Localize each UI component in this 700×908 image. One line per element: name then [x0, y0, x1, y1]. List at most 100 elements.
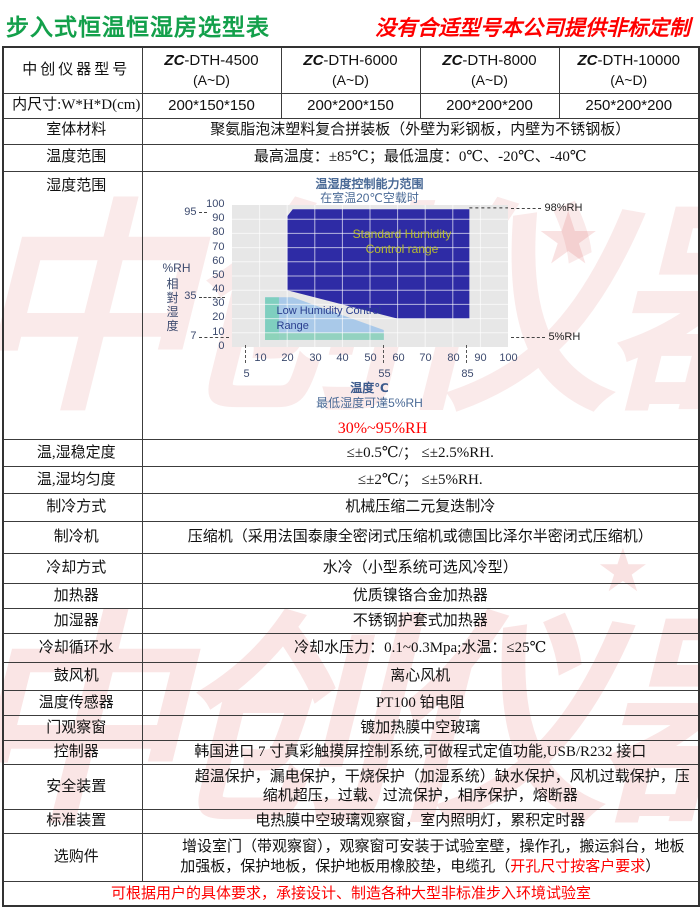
x-marker: 85	[461, 367, 474, 380]
row-label: 制冷方式	[2, 493, 143, 523]
y-tick: 40	[212, 282, 225, 295]
x-marker-dash	[465, 344, 467, 363]
model-cell: ZC-DTH-10000 (A~D)	[558, 46, 700, 94]
model-prefix: ZC	[442, 52, 463, 70]
model-prefix: ZC	[164, 52, 185, 70]
y-tick: 50	[212, 268, 225, 281]
row-value: 机械压缩二元复迭制冷	[141, 493, 700, 523]
y-tick: 10	[212, 325, 225, 338]
row-label: 冷却方式	[2, 553, 143, 585]
options-text: 增设室门（带观察窗），观察窗可安装于试验室壁，操作孔，搬运斜台，地板加强板，保护…	[180, 839, 685, 875]
row-value: 电热膜中空玻璃观察窗，室内照明灯，累积定时器	[141, 809, 700, 835]
row-label: 室体材料	[2, 117, 143, 145]
model-cell: ZC-DTH-8000 (A~D)	[419, 46, 560, 94]
x-tick: 30	[309, 351, 322, 364]
y-tick: 90	[212, 211, 225, 224]
options-red-note: 开孔尺寸按客户要求	[510, 858, 646, 875]
y-tick: 80	[212, 225, 225, 238]
row-label: 鼓风机	[2, 662, 143, 692]
row-value: 离心风机	[141, 662, 700, 692]
y-marker: 35	[184, 289, 197, 302]
ref-low-dash	[510, 336, 545, 338]
model-range: (A~D)	[471, 71, 508, 88]
y-marker: 7	[190, 329, 197, 342]
row-label: 温度范围	[2, 143, 143, 172]
options-text-close: ）	[645, 858, 661, 875]
row-label: 门观察窗	[2, 715, 143, 742]
row-refrigerator: 制冷机 压缩机（采用法国泰康全密闭式压缩机或德国比泽尔半密闭式压缩机）	[2, 521, 700, 555]
standard-humidity-label: Standard Humidity Control range	[352, 226, 452, 256]
row-label: 温度传感器	[2, 690, 143, 717]
row-label: 制冷机	[2, 521, 143, 555]
x-tick: 100	[499, 351, 518, 364]
y-tick: 20	[212, 310, 225, 323]
x-tick: 60	[392, 351, 405, 364]
model-code: -DTH-10000	[597, 52, 681, 70]
model-cell: ZC-DTH-6000 (A~D)	[280, 46, 421, 94]
row-value: 压缩机（采用法国泰康全密闭式压缩机或德国比泽尔半密闭式压缩机）	[141, 521, 700, 555]
row-optional-parts: 选购件 增设室门（带观察窗），观察窗可安装于试验室壁，操作孔，搬运斜台，地板加强…	[2, 833, 700, 883]
chart-plot-area	[231, 204, 508, 347]
row-cooling-water: 冷却循环水 冷却水压力：0.1~0.3Mpa;水温：≤25℃	[2, 633, 700, 664]
x-tick: 50	[364, 351, 377, 364]
standard-humidity-region	[286, 208, 469, 319]
row-value: ≤±0.5℃/； ≤±2.5%RH.	[141, 439, 700, 468]
row-model-header: 中创仪器型号 ZC-DTH-4500 (A~D) ZC-DTH-6000 (A~…	[2, 46, 700, 94]
row-label: 标准装置	[2, 809, 143, 835]
row-door-window: 门观察窗 镀加热膜中空玻璃	[2, 715, 700, 742]
humidity-temperature-chart: 温湿度控制能力范围 在室温20℃空载时 %RH 相對湿度	[157, 177, 609, 415]
custom-order-notice: 没有合适型号本公司提供非标定制	[375, 17, 690, 40]
ref-high-dash	[510, 207, 541, 209]
size-value: 200*150*150	[141, 92, 282, 119]
title-bar: 步入式恒温恒湿房选型表 没有合适型号本公司提供非标定制	[0, 0, 700, 46]
row-value: 增设室门（带观察窗），观察窗可安装于试验室壁，操作孔，搬运斜台，地板加强板，保护…	[141, 833, 700, 883]
row-value: 镀加热膜中空玻璃	[141, 715, 700, 742]
row-label: 温,湿均匀度	[2, 466, 143, 495]
row-standard-devices: 标准装置 电热膜中空玻璃观察窗，室内照明灯，累积定时器	[2, 809, 700, 835]
row-temp-humidity-uniformity: 温,湿均匀度 ≤±2℃/； ≤±5%RH.	[2, 466, 700, 495]
chart-title: 温湿度控制能力范围	[315, 176, 424, 191]
row-value: 最高温度：±85℃；最低温度：0℃、-20℃、-40℃	[141, 143, 700, 172]
model-prefix: ZC	[577, 52, 598, 70]
size-value: 200*200*150	[280, 92, 421, 119]
y-marker: 95	[184, 205, 197, 218]
row-custom-note: 可根据用户的具体要求，承接设计、制造各种大型非标准步入环境试验室	[2, 881, 700, 907]
y-marker-dash	[198, 336, 229, 338]
x-marker-dash	[244, 344, 246, 363]
row-value: 韩国进口 7 寸真彩触摸屏控制系统,可做程式定值功能,USB/R232 接口	[141, 740, 700, 766]
model-prefix: ZC	[303, 52, 324, 70]
y-tick: 70	[212, 240, 225, 253]
model-code: -DTH-4500	[184, 52, 259, 70]
humidity-range-summary: 30%~95%RH	[337, 419, 428, 437]
row-blower: 鼓风机 离心风机	[2, 662, 700, 692]
custom-note-text: 可根据用户的具体要求，承接设计、制造各种大型非标准步入环境试验室	[2, 881, 700, 907]
low-humidity-label: Low Humidity Control Range	[276, 304, 382, 332]
y-marker-dash	[198, 211, 207, 213]
row-value: 聚氨脂泡沫塑料复合拼装板（外壁为彩钢板，内壁为不锈钢板）	[141, 117, 700, 145]
ref-low-label: 5%RH	[548, 330, 581, 343]
page-title: 步入式恒温恒湿房选型表	[6, 14, 270, 40]
row-value: 优质镍铬合金加热器	[141, 583, 700, 610]
x-marker: 55	[378, 367, 391, 380]
row-label: 温,湿稳定度	[2, 439, 143, 468]
x-axis-label: 温度℃	[350, 380, 389, 395]
x-tick: 40	[336, 351, 349, 364]
chart-subtitle: 在室温20℃空载时	[320, 190, 419, 205]
row-controller: 控制器 韩国进口 7 寸真彩触摸屏控制系统,可做程式定值功能,USB/R232 …	[2, 740, 700, 766]
spec-table: 中创仪器型号 ZC-DTH-4500 (A~D) ZC-DTH-6000 (A~…	[2, 46, 700, 907]
y-tick: 100	[206, 197, 225, 210]
x-tick: 10	[254, 351, 267, 364]
row-label: 选购件	[2, 833, 143, 883]
row-label: 冷却循环水	[2, 633, 143, 664]
row-humidity-range: 湿度范围 温湿度控制能力范围 在室温20℃空载时 %RH 相對湿度	[2, 170, 700, 441]
x-tick: 20	[281, 351, 294, 364]
row-label: 安全装置	[2, 764, 143, 811]
y-tick: 60	[212, 254, 225, 267]
row-label: 控制器	[2, 740, 143, 766]
x-tick: 90	[474, 351, 487, 364]
model-range: (A~D)	[332, 71, 369, 88]
row-label: 加湿器	[2, 608, 143, 635]
model-range: (A~D)	[610, 71, 648, 88]
x-axis-note: 最低湿度可達5%RH	[316, 395, 423, 410]
row-humidifier: 加湿器 不锈钢护套式加热器	[2, 608, 700, 635]
